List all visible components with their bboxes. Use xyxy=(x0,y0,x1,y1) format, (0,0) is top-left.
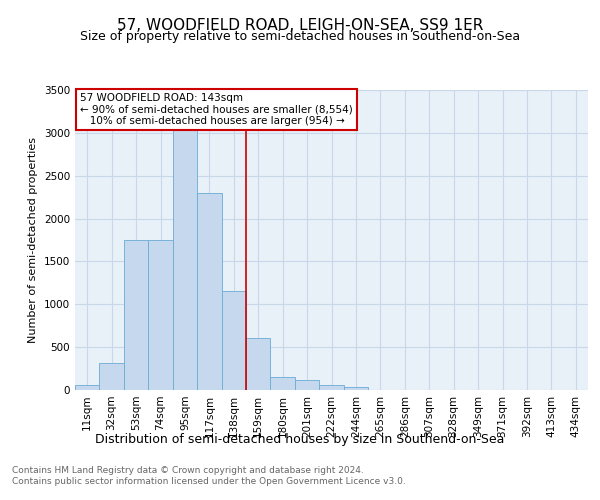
Bar xyxy=(246,338,271,390)
Bar xyxy=(173,128,197,390)
Y-axis label: Number of semi-detached properties: Number of semi-detached properties xyxy=(28,137,38,343)
Text: Size of property relative to semi-detached houses in Southend-on-Sea: Size of property relative to semi-detach… xyxy=(80,30,520,43)
Text: Contains public sector information licensed under the Open Government Licence v3: Contains public sector information licen… xyxy=(12,478,406,486)
Text: 57 WOODFIELD ROAD: 143sqm
← 90% of semi-detached houses are smaller (8,554)
   1: 57 WOODFIELD ROAD: 143sqm ← 90% of semi-… xyxy=(80,93,353,126)
Text: 57, WOODFIELD ROAD, LEIGH-ON-SEA, SS9 1ER: 57, WOODFIELD ROAD, LEIGH-ON-SEA, SS9 1E… xyxy=(117,18,483,32)
Bar xyxy=(124,240,148,390)
Bar xyxy=(319,385,344,390)
Bar xyxy=(295,380,319,390)
Bar xyxy=(75,386,100,390)
Text: Distribution of semi-detached houses by size in Southend-on-Sea: Distribution of semi-detached houses by … xyxy=(95,432,505,446)
Text: Contains HM Land Registry data © Crown copyright and database right 2024.: Contains HM Land Registry data © Crown c… xyxy=(12,466,364,475)
Bar xyxy=(271,377,295,390)
Bar xyxy=(148,240,173,390)
Bar xyxy=(197,193,221,390)
Bar xyxy=(100,363,124,390)
Bar xyxy=(344,388,368,390)
Bar xyxy=(221,292,246,390)
